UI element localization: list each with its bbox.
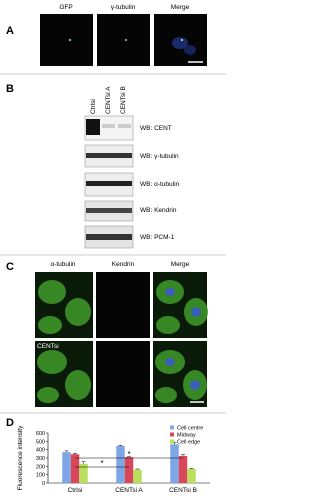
y-tick-label: 0 [42, 481, 45, 487]
bar [170, 444, 179, 483]
y-tick-label: 200 [36, 464, 45, 470]
error-bar [73, 453, 77, 455]
bar-chart: Fluorescence intensity 0 100 200 300 400 500 60… [17, 425, 210, 494]
error-bar [64, 450, 69, 453]
blots [84, 115, 134, 249]
bar [178, 455, 188, 483]
lane-label: CENTsi A [105, 86, 112, 114]
legend-swatch [170, 439, 174, 444]
bar [133, 469, 142, 483]
blot-label: WB: Kendrin [140, 207, 177, 214]
y-tick-label: 500 [36, 439, 45, 445]
lane-label: CENTsi B [120, 86, 127, 114]
legend-swatch [170, 432, 174, 437]
micrographs-c [35, 272, 208, 407]
error-bar [118, 445, 123, 446]
bar [79, 463, 88, 483]
legend-label: Cell centre [177, 426, 203, 432]
blot-label: WB: α-tubulin [140, 181, 180, 188]
x-tick-label: Ctrlsi [68, 487, 83, 494]
column-header: γ-tubulin [111, 4, 136, 11]
bar [187, 468, 196, 483]
significance-label: * [127, 450, 130, 459]
x-tick-label: CENTsi A [115, 487, 143, 494]
column-header: α-tubulin [50, 261, 75, 268]
panel-label: A [6, 25, 14, 37]
column-header: Merge [171, 4, 190, 11]
column-header: Kendrin [112, 261, 135, 268]
blot-label: WB: PCM-1 [140, 234, 175, 241]
bar [70, 454, 80, 483]
error-bar [135, 468, 140, 470]
column-header: GFP [59, 4, 72, 11]
legend-label: Cell edge [177, 440, 200, 446]
panel-label: D [6, 417, 14, 429]
panel-label: C [6, 261, 14, 273]
x-tick-label: CENTsi B [169, 487, 197, 494]
bar [116, 445, 125, 483]
y-tick-label: 300 [36, 456, 45, 462]
bar [62, 452, 71, 483]
row-label: CENTsi [37, 343, 59, 350]
y-axis-label: Fluorescence intensity [17, 425, 24, 490]
significance-label: * [100, 459, 103, 468]
bar [124, 457, 134, 483]
y-tick-label: 400 [36, 448, 45, 454]
error-bar [181, 454, 185, 456]
blot-label: WB: γ-tubulin [140, 153, 179, 160]
panel-label: B [6, 83, 14, 95]
y-tick-label: 600 [36, 431, 45, 437]
figure: A GFP γ-tubulin Merge B Ctrlsi CENTsi A … [0, 4, 226, 494]
lane-label: Ctrlsi [90, 99, 97, 114]
blot-label: WB: CENT [140, 125, 172, 132]
micrographs-a [40, 14, 207, 66]
error-bar [81, 461, 86, 464]
legend-label: Midway [177, 433, 196, 439]
legend-swatch [170, 425, 174, 430]
y-tick-label: 100 [36, 473, 45, 479]
column-header: Merge [171, 261, 190, 268]
